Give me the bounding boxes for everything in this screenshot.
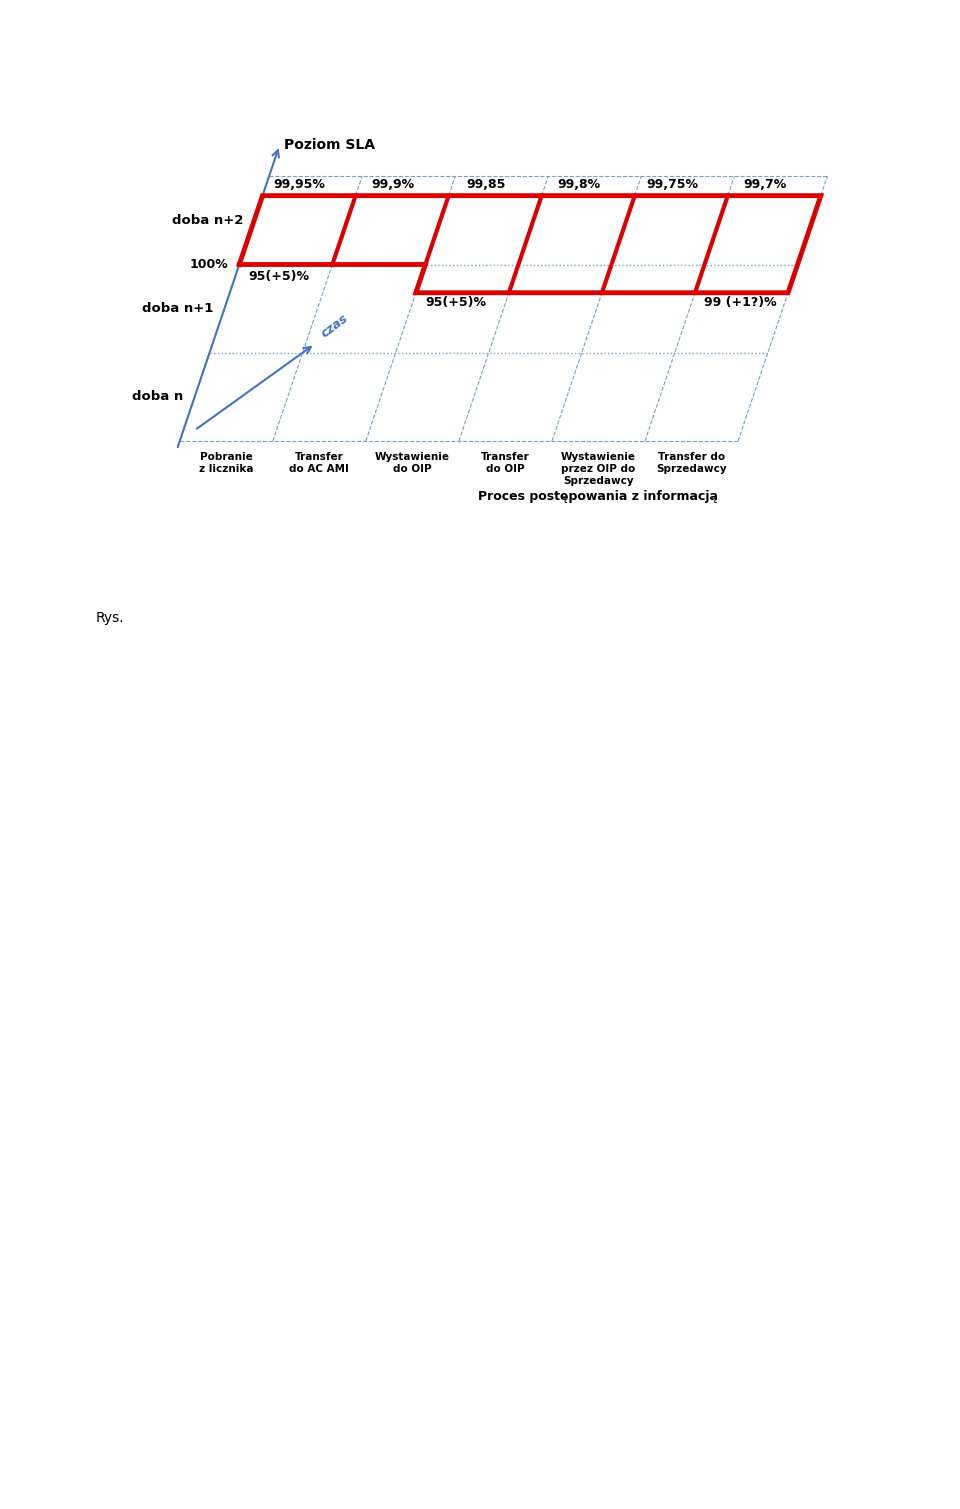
Text: 99,75%: 99,75% [646, 178, 698, 192]
Text: Transfer
do OIP: Transfer do OIP [481, 451, 530, 474]
Text: Proces postępowania z informacją: Proces postępowania z informacją [478, 489, 718, 502]
Text: doba n+1: doba n+1 [142, 302, 213, 315]
Text: Poziom SLA: Poziom SLA [284, 139, 375, 152]
Text: 99,8%: 99,8% [558, 178, 600, 192]
Text: 95(+5)%: 95(+5)% [425, 296, 486, 309]
Text: 100%: 100% [189, 258, 228, 272]
Text: Pobranie
z licznika: Pobranie z licznika [199, 451, 253, 474]
Text: 99,7%: 99,7% [743, 178, 786, 192]
Text: Wystawienie
przez OIP do
Sprzedawcy: Wystawienie przez OIP do Sprzedawcy [561, 451, 636, 486]
Text: Transfer
do AC AMI: Transfer do AC AMI [289, 451, 349, 474]
Text: 99,95%: 99,95% [274, 178, 325, 192]
Text: 99 (+1?)%: 99 (+1?)% [705, 296, 777, 309]
Text: 99,9%: 99,9% [372, 178, 415, 192]
Text: 99,85: 99,85 [467, 178, 506, 192]
Text: Transfer do
Sprzedawcy: Transfer do Sprzedawcy [657, 451, 727, 474]
Text: czas: czas [319, 312, 350, 341]
Text: Wystawienie
do OIP: Wystawienie do OIP [374, 451, 450, 474]
Text: doba n+2: doba n+2 [172, 214, 243, 226]
Text: 95(+5)%: 95(+5)% [249, 270, 310, 282]
Text: Rys.: Rys. [96, 611, 125, 625]
Text: doba n: doba n [132, 391, 183, 403]
